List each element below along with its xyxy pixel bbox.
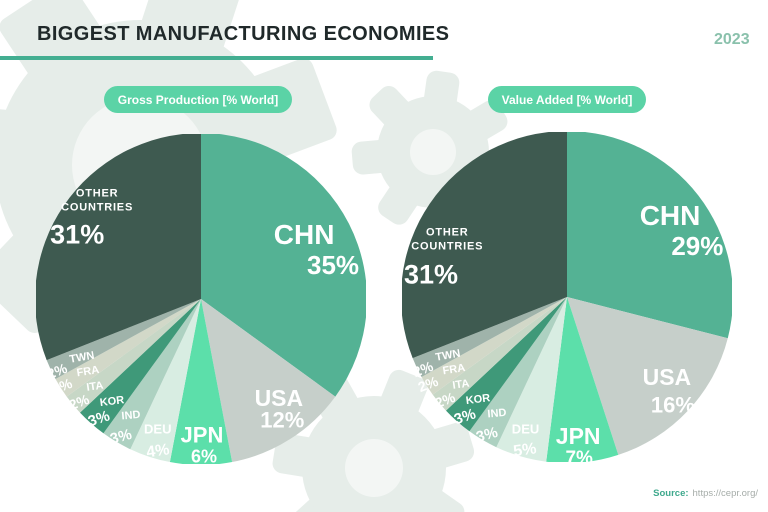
pie-chart-value-added: CHN 29% USA 16% JPN 7% DEU 5% IND 3% KOR 3% ITA 2% FRA… bbox=[402, 132, 732, 469]
pie-slice-kor bbox=[445, 297, 567, 432]
slice-label-ita: ITA bbox=[85, 379, 104, 394]
slice-label-ind: IND bbox=[120, 408, 141, 423]
pie-slice-fra bbox=[421, 297, 567, 395]
slice-label-usa: USA bbox=[254, 385, 304, 412]
pie-slice-kor bbox=[79, 299, 201, 434]
year-badge: 2023 bbox=[714, 31, 750, 48]
pie-svg bbox=[36, 134, 366, 464]
slice-label-chn: CHN bbox=[639, 199, 701, 231]
pie-slice-chn bbox=[201, 134, 366, 397]
slice-pct-other: 31% bbox=[403, 259, 459, 290]
pie-slice-ita bbox=[432, 297, 567, 411]
slice-label-ind: IND bbox=[486, 406, 507, 421]
gear-decoration-3 bbox=[272, 369, 475, 512]
pie-slice-chn bbox=[567, 132, 732, 339]
slice-pct-chn: 29% bbox=[671, 231, 724, 262]
slice-pct-usa: 16% bbox=[650, 392, 695, 418]
pie-slice-ind bbox=[103, 299, 201, 450]
pie-slice-usa bbox=[567, 297, 728, 455]
pie-slice-twn bbox=[46, 299, 201, 379]
pie-svg bbox=[402, 132, 732, 462]
slice-pct-usa: 12% bbox=[260, 407, 305, 433]
slice-pct-deu: 4% bbox=[144, 441, 171, 462]
slice-pct-deu: 5% bbox=[511, 439, 538, 460]
slice-label-deu: DEU bbox=[144, 421, 172, 437]
pie-slice-twn bbox=[412, 297, 567, 377]
pie-slice-ind bbox=[469, 297, 567, 448]
chart-title-gross-production: Gross Production [% World] bbox=[104, 86, 292, 113]
slice-pct-jpn: 6% bbox=[191, 446, 218, 467]
slice-label-other: OTHER COUNTRIES bbox=[61, 187, 134, 215]
slice-label-jpn: JPN bbox=[555, 422, 601, 449]
slice-pct-jpn: 7% bbox=[565, 448, 593, 470]
source-url[interactable]: https://cepr.org/ bbox=[692, 488, 758, 499]
slice-label-usa: USA bbox=[642, 363, 692, 390]
source-label: Source: bbox=[653, 488, 689, 499]
pie-slice-deu bbox=[130, 299, 201, 463]
slice-pct-other: 31% bbox=[50, 219, 105, 250]
pie-slice-jpn bbox=[546, 297, 619, 462]
slice-label-other: OTHER COUNTRIES bbox=[411, 226, 484, 253]
slice-pct-chn: 35% bbox=[306, 249, 360, 280]
pie-slice-other bbox=[402, 132, 567, 359]
pie-slice-usa bbox=[201, 299, 336, 463]
source-line: Source: https://cepr.org/ bbox=[653, 488, 758, 499]
pie-chart-gross-production: CHN 35% USA 12% JPN 6% DEU 4% IND 3% KOR 3% ITA 2% FRA… bbox=[36, 134, 366, 467]
page-title: BIGGEST MANUFACTURING ECONOMIES bbox=[37, 23, 450, 45]
chart-title-value-added: Value Added [% World] bbox=[488, 86, 646, 113]
pie-slice-ita bbox=[66, 299, 201, 413]
pie-slice-deu bbox=[496, 297, 567, 462]
slice-label-jpn: JPN bbox=[180, 422, 224, 448]
title-underline bbox=[0, 56, 433, 60]
slice-label-chn: CHN bbox=[273, 219, 335, 251]
slice-label-ita: ITA bbox=[451, 377, 470, 392]
slice-label-deu: DEU bbox=[511, 421, 540, 437]
pie-slice-fra bbox=[55, 299, 201, 397]
pie-slice-jpn bbox=[169, 299, 233, 464]
pie-slice-other bbox=[36, 134, 201, 361]
